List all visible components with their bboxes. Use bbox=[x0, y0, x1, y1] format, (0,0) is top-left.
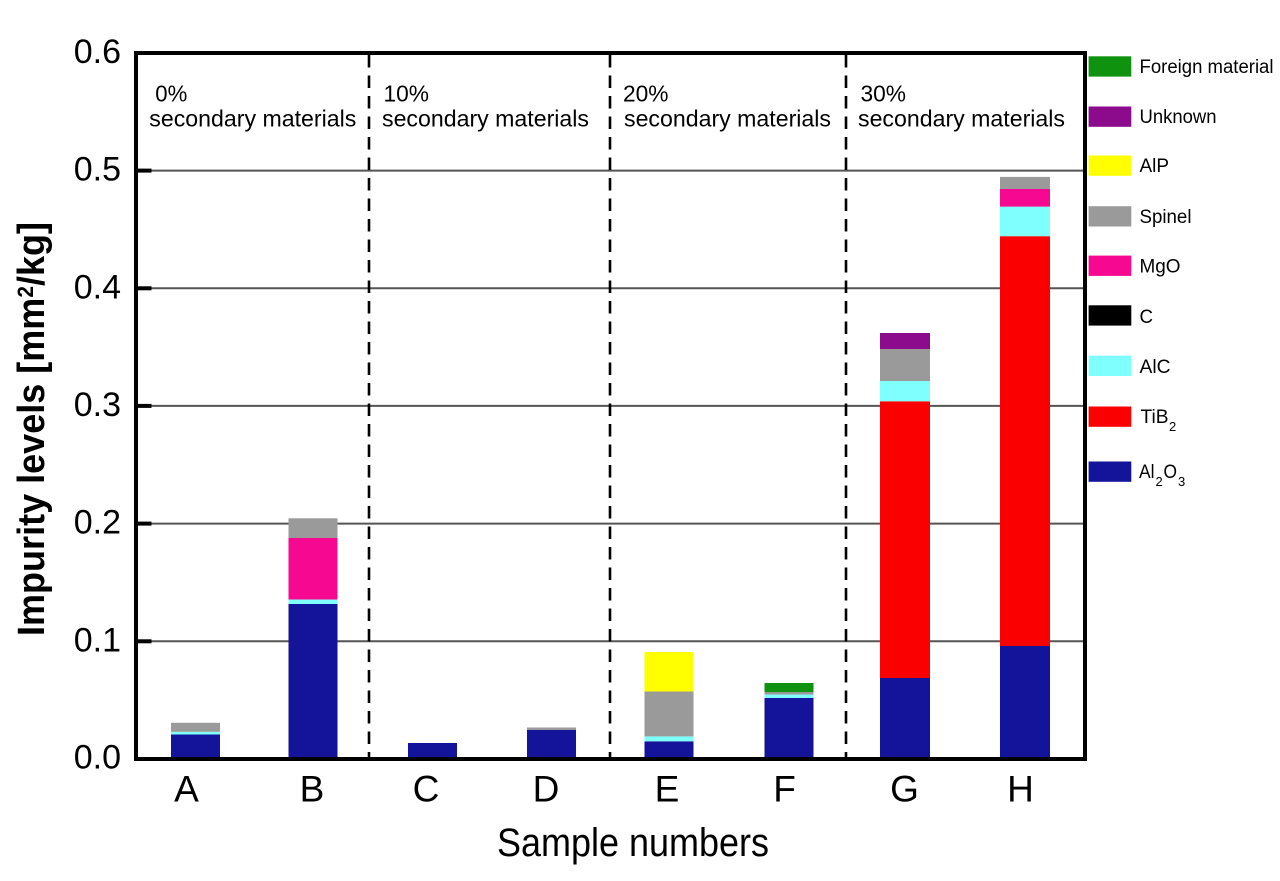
svg-text:MgO: MgO bbox=[1140, 256, 1181, 277]
svg-text:C: C bbox=[413, 769, 440, 810]
svg-text:H: H bbox=[1007, 769, 1034, 810]
svg-text:0.6: 0.6 bbox=[74, 33, 121, 71]
svg-text:0.1: 0.1 bbox=[74, 621, 121, 659]
svg-text:Foreign material: Foreign material bbox=[1140, 57, 1274, 78]
svg-text:F: F bbox=[773, 769, 796, 810]
svg-text:0.5: 0.5 bbox=[74, 151, 121, 189]
svg-text:0.3: 0.3 bbox=[74, 386, 121, 424]
svg-text:Sample numbers: Sample numbers bbox=[497, 821, 769, 865]
svg-text:B: B bbox=[300, 769, 325, 810]
svg-text:AlP: AlP bbox=[1140, 156, 1170, 177]
svg-text:E: E bbox=[655, 769, 680, 810]
svg-text:20%: 20% bbox=[623, 81, 669, 107]
svg-text:Impurity levels [mm2/kg]: Impurity levels [mm2/kg] bbox=[11, 222, 53, 636]
svg-text:10%: 10% bbox=[384, 81, 430, 107]
svg-text:secondary materials: secondary materials bbox=[624, 106, 831, 132]
svg-text:0.4: 0.4 bbox=[74, 268, 121, 306]
svg-text:D: D bbox=[533, 769, 560, 810]
svg-text:Spinel: Spinel bbox=[1140, 207, 1192, 228]
svg-text:Unknown: Unknown bbox=[1140, 107, 1217, 128]
svg-text:Al: Al bbox=[1139, 462, 1155, 483]
svg-text:secondary materials: secondary materials bbox=[382, 106, 589, 132]
svg-text:secondary materials: secondary materials bbox=[858, 106, 1065, 132]
svg-text:secondary materials: secondary materials bbox=[149, 106, 356, 132]
svg-text:A: A bbox=[174, 769, 199, 810]
svg-text:3: 3 bbox=[1178, 474, 1185, 489]
svg-text:2: 2 bbox=[1169, 419, 1176, 434]
svg-text:C: C bbox=[1140, 307, 1154, 328]
svg-text:G: G bbox=[890, 769, 919, 810]
svg-text:0%: 0% bbox=[155, 81, 187, 107]
svg-text:0.0: 0.0 bbox=[74, 739, 121, 777]
svg-text:AlC: AlC bbox=[1140, 357, 1171, 378]
svg-text:2: 2 bbox=[1156, 474, 1163, 489]
svg-text:O: O bbox=[1164, 462, 1178, 483]
svg-text:0.2: 0.2 bbox=[74, 504, 121, 542]
svg-text:30%: 30% bbox=[861, 81, 907, 107]
svg-text:TiB: TiB bbox=[1141, 407, 1169, 428]
